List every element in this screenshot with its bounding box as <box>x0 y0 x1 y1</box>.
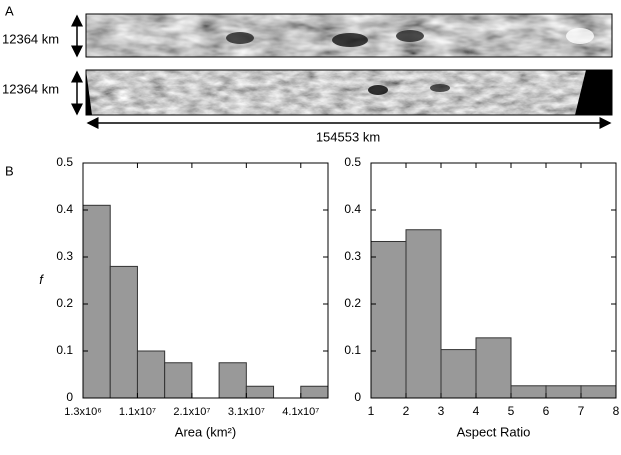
panel-label: B <box>5 163 14 178</box>
y-tick-label: 0 <box>66 390 73 404</box>
image-bottom <box>85 69 613 116</box>
y-tick-label: 0.3 <box>344 249 361 263</box>
y-axis-label: f <box>39 272 44 287</box>
x-tick-label: 1.1x10⁷ <box>119 406 156 418</box>
x-axis-label: Aspect Ratio <box>457 424 531 439</box>
plot-frame <box>370 162 617 399</box>
image-top <box>85 13 613 58</box>
y-tick-label: 0.2 <box>56 296 73 310</box>
bar <box>218 362 247 399</box>
panel-label: A <box>5 3 14 18</box>
bar <box>300 385 329 399</box>
y-tick-label: 0.5 <box>56 155 73 169</box>
y-tick-label: 0.4 <box>56 202 73 216</box>
x-tick-label: 4.1x10⁷ <box>282 406 319 418</box>
y-tick-label: 0.1 <box>344 343 361 357</box>
scale-label: 154553 km <box>316 129 380 144</box>
plot-frame <box>82 162 329 399</box>
bar <box>475 337 512 399</box>
bar <box>545 385 582 399</box>
bar <box>510 385 547 399</box>
bar <box>245 385 275 399</box>
bar <box>136 350 166 399</box>
x-tick-label: 3 <box>438 404 445 418</box>
bar <box>405 229 442 399</box>
y-tick-label: 0.2 <box>344 296 361 310</box>
bar <box>580 385 617 399</box>
y-tick-label: 0.5 <box>344 155 361 169</box>
x-tick-label: 7 <box>578 404 585 418</box>
y-tick-label: 0 <box>354 390 361 404</box>
y-tick-label: 0.4 <box>344 202 361 216</box>
x-tick-label: 2 <box>403 404 410 418</box>
y-tick-label: 0.3 <box>56 249 73 263</box>
x-tick-label: 1 <box>368 404 375 418</box>
x-tick-label: 6 <box>543 404 550 418</box>
bar <box>82 204 111 399</box>
x-axis-label: Area (km²) <box>175 424 236 439</box>
x-tick-label: 1.3x10⁶ <box>64 406 102 418</box>
scale-label: 12364 km <box>2 31 59 46</box>
x-tick-label: 5 <box>508 404 515 418</box>
x-tick-label: 4 <box>473 404 480 418</box>
bar <box>440 349 477 399</box>
x-tick-label: 8 <box>613 404 620 418</box>
x-tick-label: 2.1x10⁷ <box>173 406 210 418</box>
bar <box>370 240 407 399</box>
y-tick-label: 0.1 <box>56 343 73 357</box>
scale-label: 12364 km <box>2 81 59 96</box>
bar <box>164 362 193 399</box>
x-tick-label: 3.1x10⁷ <box>228 406 265 418</box>
bar <box>109 265 138 399</box>
